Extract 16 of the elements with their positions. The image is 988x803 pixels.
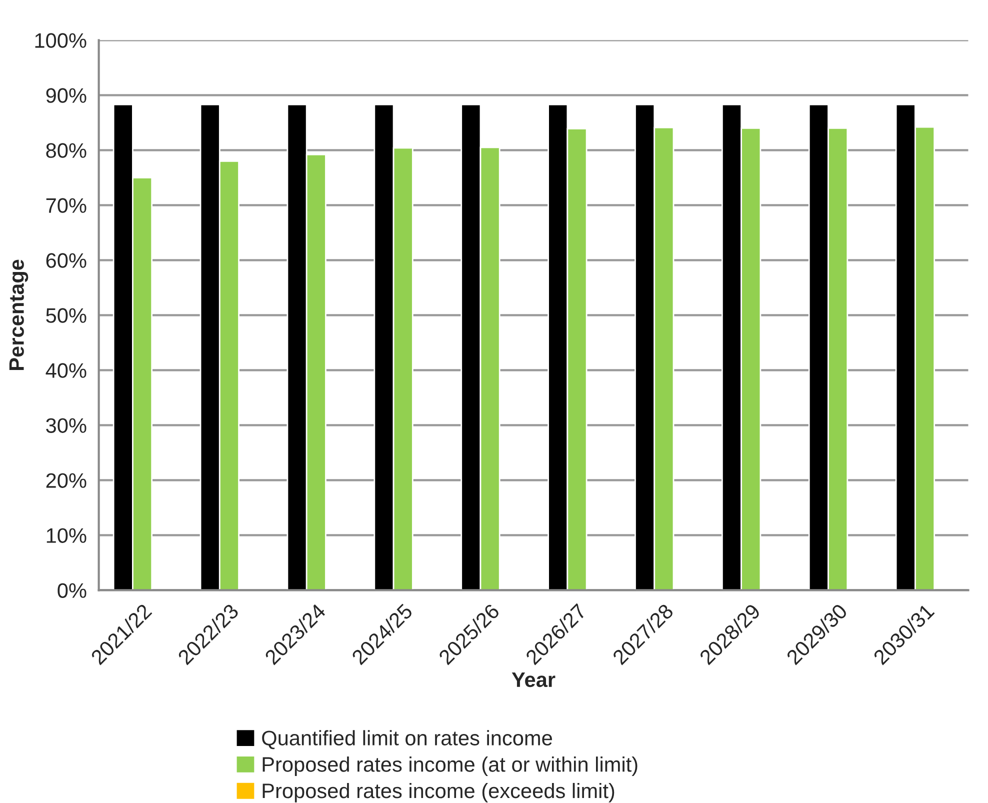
y-tick-label: 100%	[35, 33, 86, 48]
y-tick-label: 20%	[46, 473, 86, 488]
legend-label: Proposed rates income (at or within limit)	[262, 756, 638, 776]
y-tick-label: 30%	[46, 418, 86, 433]
y-tick-label: 90%	[46, 88, 86, 103]
y-tick-label: 40%	[46, 363, 86, 378]
legend-label: Proposed rates income (exceeds limit)	[262, 782, 614, 802]
x-axis-title: Year	[512, 672, 556, 688]
y-tick-label: 80%	[46, 143, 86, 158]
y-tick-label: 10%	[46, 528, 86, 543]
y-tick-label: 70%	[46, 198, 86, 213]
y-tick-label: 50%	[46, 308, 86, 323]
y-tick-label: 60%	[46, 253, 86, 268]
y-axis-title: Percentage	[9, 260, 28, 370]
y-tick-label: 0%	[58, 583, 86, 598]
legend-label: Quantified limit on rates income	[262, 730, 552, 750]
